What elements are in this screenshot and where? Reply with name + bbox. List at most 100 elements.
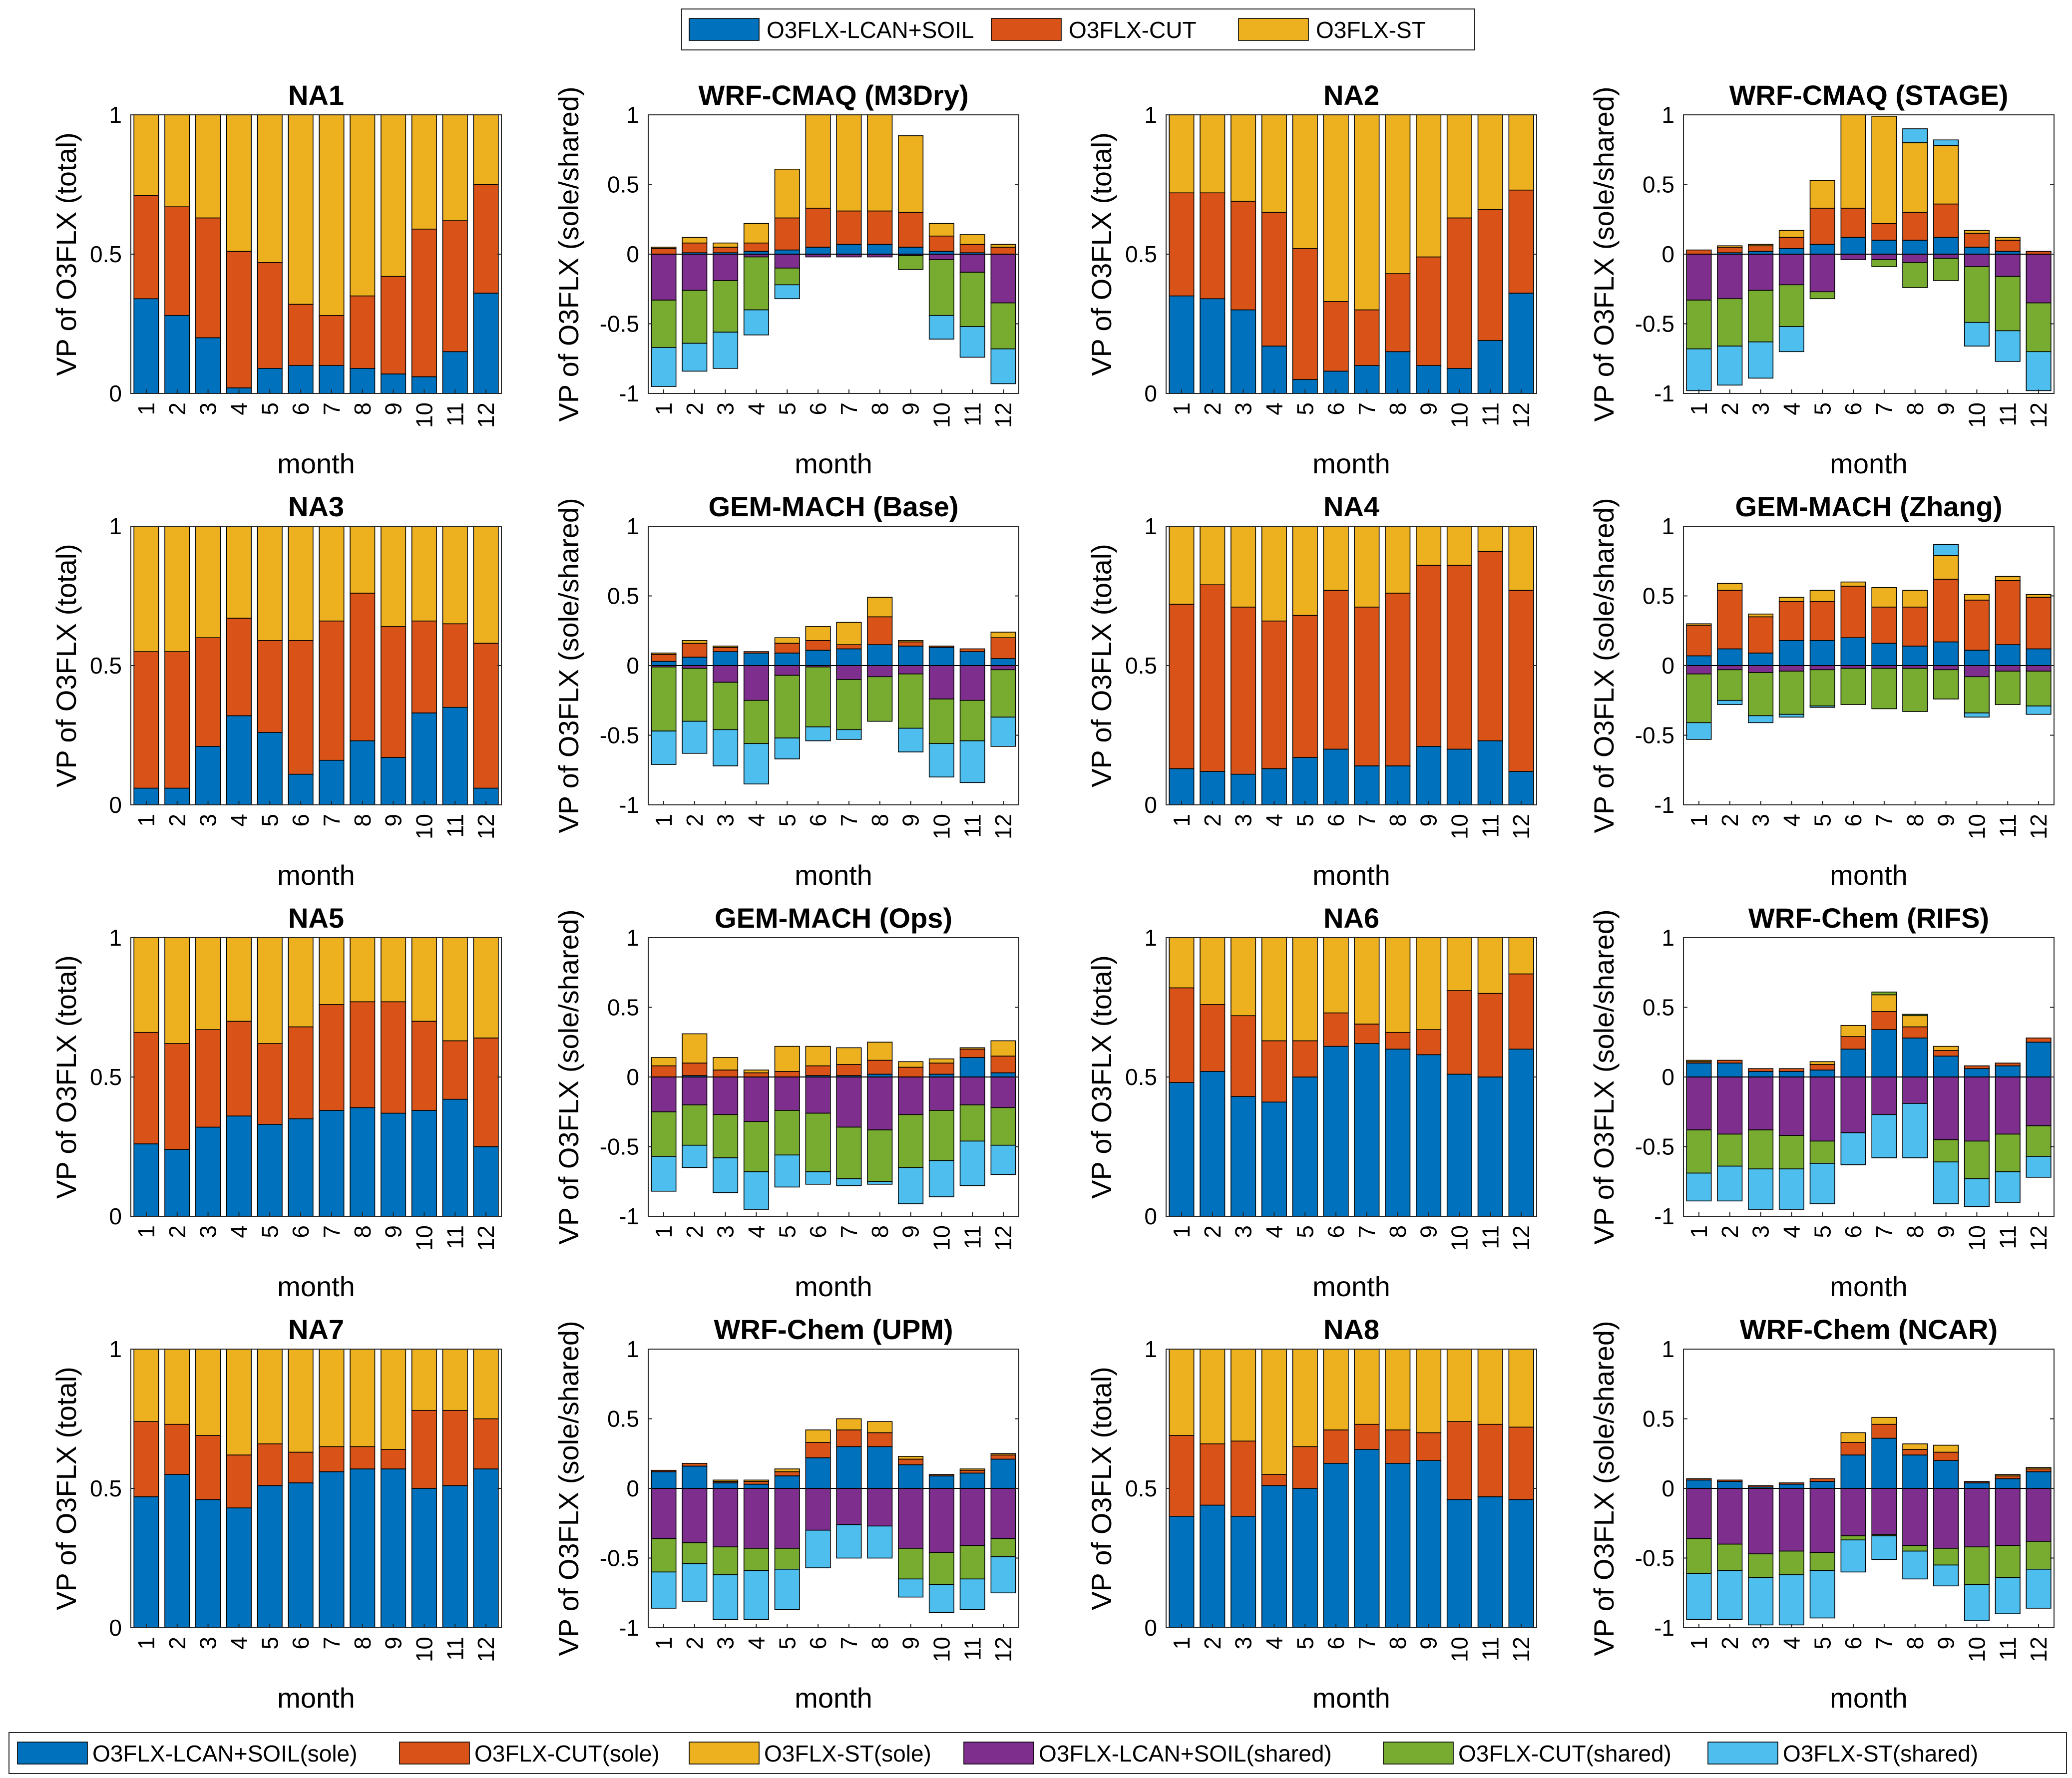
chart-na8-bar-o3flx-lcan-soil-m9 — [1416, 1460, 1442, 1628]
chart-na5-bar-o3flx-lcan-soil-m2 — [164, 1149, 190, 1217]
chart-gem-mach-ops-bar-o3flx-cut-shared-m4 — [743, 1121, 769, 1172]
chart-wrf-chem-ncar-bar-o3flx-lcan-soil-sole-m10 — [1964, 1482, 1990, 1489]
chart-na2-bar-o3flx-st-m2 — [1200, 114, 1226, 194]
chart-gem-mach-ops-bar-o3flx-lcan-soil-shared-m10 — [928, 1076, 954, 1111]
chart-na4-bar-o3flx-lcan-soil-m6 — [1323, 748, 1349, 805]
legend-bottom-label-o3flx-cut-sole: O3FLX-CUT(sole) — [474, 1741, 660, 1767]
chart-wrf-cmaq-m3dry-bar-o3flx-st-shared-m3 — [713, 332, 739, 369]
chart-na5-bar-o3flx-st-m8 — [350, 937, 376, 1003]
chart-na6-bar-o3flx-lcan-soil-m1 — [1169, 1082, 1195, 1217]
chart-gem-mach-ops-bar-o3flx-st-shared-m11 — [959, 1140, 985, 1186]
chart-na7-xtick-label: 7 — [319, 1637, 345, 1650]
chart-gem-mach-ops-bar-o3flx-lcan-soil-shared-m9 — [898, 1076, 924, 1115]
chart-na8-ytick-label: 0 — [1144, 1615, 1157, 1641]
chart-wrf-chem-rifs-bar-o3flx-cut-sole-m2 — [1717, 1060, 1743, 1064]
chart-na6-ylabel: VP of O3FLX (total) — [1086, 955, 1117, 1199]
chart-gem-mach-ops-bar-o3flx-cut-sole-m2 — [682, 1063, 708, 1076]
chart-na1-plot-area — [131, 115, 501, 393]
chart-na8-xtick-label: 6 — [1323, 1637, 1349, 1650]
chart-na2-bar-o3flx-st-m6 — [1323, 114, 1349, 302]
chart-na2-title: NA2 — [1323, 79, 1379, 111]
chart-gem-mach-ops-bar-o3flx-lcan-soil-shared-m1 — [651, 1076, 677, 1112]
chart-gem-mach-ops-bar-o3flx-cut-shared-m8 — [867, 1129, 893, 1182]
chart-wrf-chem-upm-bar-o3flx-lcan-soil-sole-m12 — [990, 1458, 1016, 1489]
chart-wrf-cmaq-m3dry-bar-o3flx-cut-shared-m1 — [651, 300, 677, 348]
chart-na7-bar-o3flx-st-m10 — [411, 1349, 437, 1411]
chart-na2-bar-o3flx-lcan-soil-m9 — [1416, 365, 1442, 394]
chart-wrf-cmaq-m3dry-xlabel: month — [795, 448, 872, 479]
chart-wrf-cmaq-stage-bar-o3flx-lcan-soil-shared-m6 — [1840, 254, 1866, 260]
chart-wrf-chem-rifs-bar-o3flx-st-sole-m9 — [1933, 1046, 1959, 1051]
chart-gem-mach-base-ytick-label: -1 — [619, 792, 639, 818]
chart-wrf-chem-ncar-bar-o3flx-cut-sole-m10 — [1964, 1481, 1990, 1483]
chart-wrf-cmaq-m3dry-bar-o3flx-lcan-soil-shared-m12 — [990, 254, 1016, 304]
chart-wrf-cmaq-stage-bar-o3flx-cut-shared-m4 — [1778, 284, 1804, 327]
chart-wrf-chem-upm-bar-o3flx-st-sole-m7 — [836, 1418, 862, 1430]
chart-gem-mach-ops-bar-o3flx-cut-sole-m8 — [867, 1060, 893, 1075]
chart-na5-xtick-label: 4 — [226, 1225, 252, 1238]
chart-na5-bar-o3flx-lcan-soil-m8 — [350, 1107, 376, 1217]
chart-na4-xtick-label: 10 — [1446, 814, 1472, 839]
chart-wrf-cmaq-stage-bar-o3flx-cut-shared-m1 — [1686, 300, 1712, 350]
chart-na2-bar-o3flx-st-m7 — [1354, 114, 1380, 311]
chart-na6-bar-o3flx-cut-m7 — [1354, 1024, 1380, 1044]
chart-gem-mach-ops-bar-o3flx-lcan-soil-shared-m5 — [774, 1076, 800, 1111]
chart-gem-mach-base-bar-o3flx-st-sole-m12 — [990, 632, 1016, 639]
chart-gem-mach-zhang-ytick-label: 0.5 — [1643, 583, 1674, 609]
chart-wrf-cmaq-stage-ytick-label: 0.5 — [1643, 172, 1674, 198]
chart-gem-mach-ops-xlabel: month — [795, 1271, 872, 1302]
chart-na5-title: NA5 — [288, 902, 344, 934]
chart-wrf-chem-ncar-xtick-label: 11 — [1995, 1637, 2021, 1661]
chart-wrf-chem-ncar-bar-o3flx-cut-sole-m6 — [1840, 1442, 1866, 1455]
chart-na6-bar-o3flx-st-m7 — [1354, 937, 1380, 1025]
chart-gem-mach-base-bar-o3flx-cut-shared-m11 — [959, 700, 985, 741]
chart-na5-bar-o3flx-cut-m8 — [350, 1001, 376, 1108]
legend-bottom-swatch-o3flx-lcan-soil-shared — [963, 1742, 1034, 1765]
chart-wrf-chem-ncar-bar-o3flx-lcan-soil-sole-m1 — [1686, 1479, 1712, 1489]
chart-na8-bar-o3flx-cut-m11 — [1477, 1423, 1503, 1497]
chart-gem-mach-base-bar-o3flx-st-sole-m9 — [898, 640, 924, 643]
chart-na1-xtick-label: 9 — [381, 402, 407, 415]
chart-wrf-chem-ncar-bar-o3flx-cut-shared-m1 — [1686, 1538, 1712, 1574]
chart-gem-mach-ops-bar-o3flx-lcan-soil-shared-m4 — [743, 1076, 769, 1122]
chart-na5-bar-o3flx-st-m11 — [442, 937, 468, 1042]
chart-wrf-chem-upm-xtick-label: 7 — [836, 1637, 862, 1650]
chart-na8-bar-o3flx-st-m1 — [1169, 1349, 1195, 1436]
chart-wrf-chem-ncar-bar-o3flx-cut-sole-m2 — [1717, 1479, 1743, 1482]
chart-gem-mach-zhang-bar-o3flx-lcan-soil-sole-m2 — [1717, 648, 1743, 666]
chart-na3-bar-o3flx-lcan-soil-m8 — [350, 740, 376, 805]
chart-wrf-chem-rifs-xtick-label: 1 — [1686, 1225, 1712, 1238]
chart-na8-xlabel: month — [1312, 1682, 1390, 1714]
chart-wrf-chem-ncar-bar-o3flx-cut-sole-m5 — [1809, 1478, 1835, 1482]
chart-wrf-chem-rifs-bar-o3flx-cut-sole-m11 — [1995, 1063, 2021, 1067]
chart-na4-bar-o3flx-cut-m12 — [1508, 590, 1534, 772]
chart-na7-bar-o3flx-st-m1 — [133, 1349, 159, 1422]
chart-gem-mach-zhang-xtick-label: 12 — [2026, 814, 2052, 839]
chart-na1-xtick-label: 2 — [164, 402, 190, 415]
chart-wrf-chem-ncar-bar-o3flx-cut-sole-m3 — [1748, 1485, 1774, 1488]
chart-na6-bar-o3flx-cut-m5 — [1292, 1040, 1318, 1077]
chart-wrf-chem-ncar-ylabel: VP of O3FLX (sole/shared) — [1588, 1321, 1620, 1656]
chart-wrf-chem-ncar-ytick-label: -0.5 — [1635, 1545, 1674, 1571]
chart-wrf-chem-ncar-bar-o3flx-st-shared-m4 — [1778, 1574, 1804, 1626]
chart-na2-bar-o3flx-cut-m5 — [1292, 248, 1318, 380]
chart-gem-mach-ops-bar-o3flx-st-sole-m2 — [682, 1033, 708, 1064]
chart-gem-mach-ops-bar-o3flx-st-sole-m12 — [990, 1040, 1016, 1057]
chart-na2-bar-o3flx-cut-m7 — [1354, 309, 1380, 366]
chart-wrf-cmaq-stage-bar-o3flx-cut-shared-m8 — [1902, 262, 1928, 288]
chart-wrf-cmaq-m3dry-bar-o3flx-st-shared-m1 — [651, 347, 677, 387]
chart-na1-bar-o3flx-cut-m7 — [319, 315, 345, 366]
chart-wrf-chem-upm-bar-o3flx-lcan-soil-sole-m7 — [836, 1446, 862, 1489]
chart-na3-xtick-label: 10 — [411, 814, 437, 839]
chart-na4-bar-o3flx-cut-m3 — [1231, 607, 1256, 775]
chart-na6-bar-o3flx-lcan-soil-m9 — [1416, 1054, 1442, 1217]
chart-gem-mach-base-bar-o3flx-lcan-soil-sole-m3 — [713, 651, 739, 666]
chart-na1-bar-o3flx-cut-m6 — [288, 304, 314, 366]
chart-na4-xlabel: month — [1312, 859, 1390, 891]
chart-na4-bar-o3flx-lcan-soil-m4 — [1261, 768, 1287, 805]
chart-na4-xtick-label: 11 — [1477, 814, 1503, 838]
chart-na6-bar-o3flx-lcan-soil-m8 — [1385, 1049, 1411, 1217]
chart-wrf-chem-rifs-bar-o3flx-st-sole-m1 — [1686, 1060, 1712, 1063]
chart-wrf-chem-upm-xtick-label: 3 — [713, 1637, 739, 1650]
